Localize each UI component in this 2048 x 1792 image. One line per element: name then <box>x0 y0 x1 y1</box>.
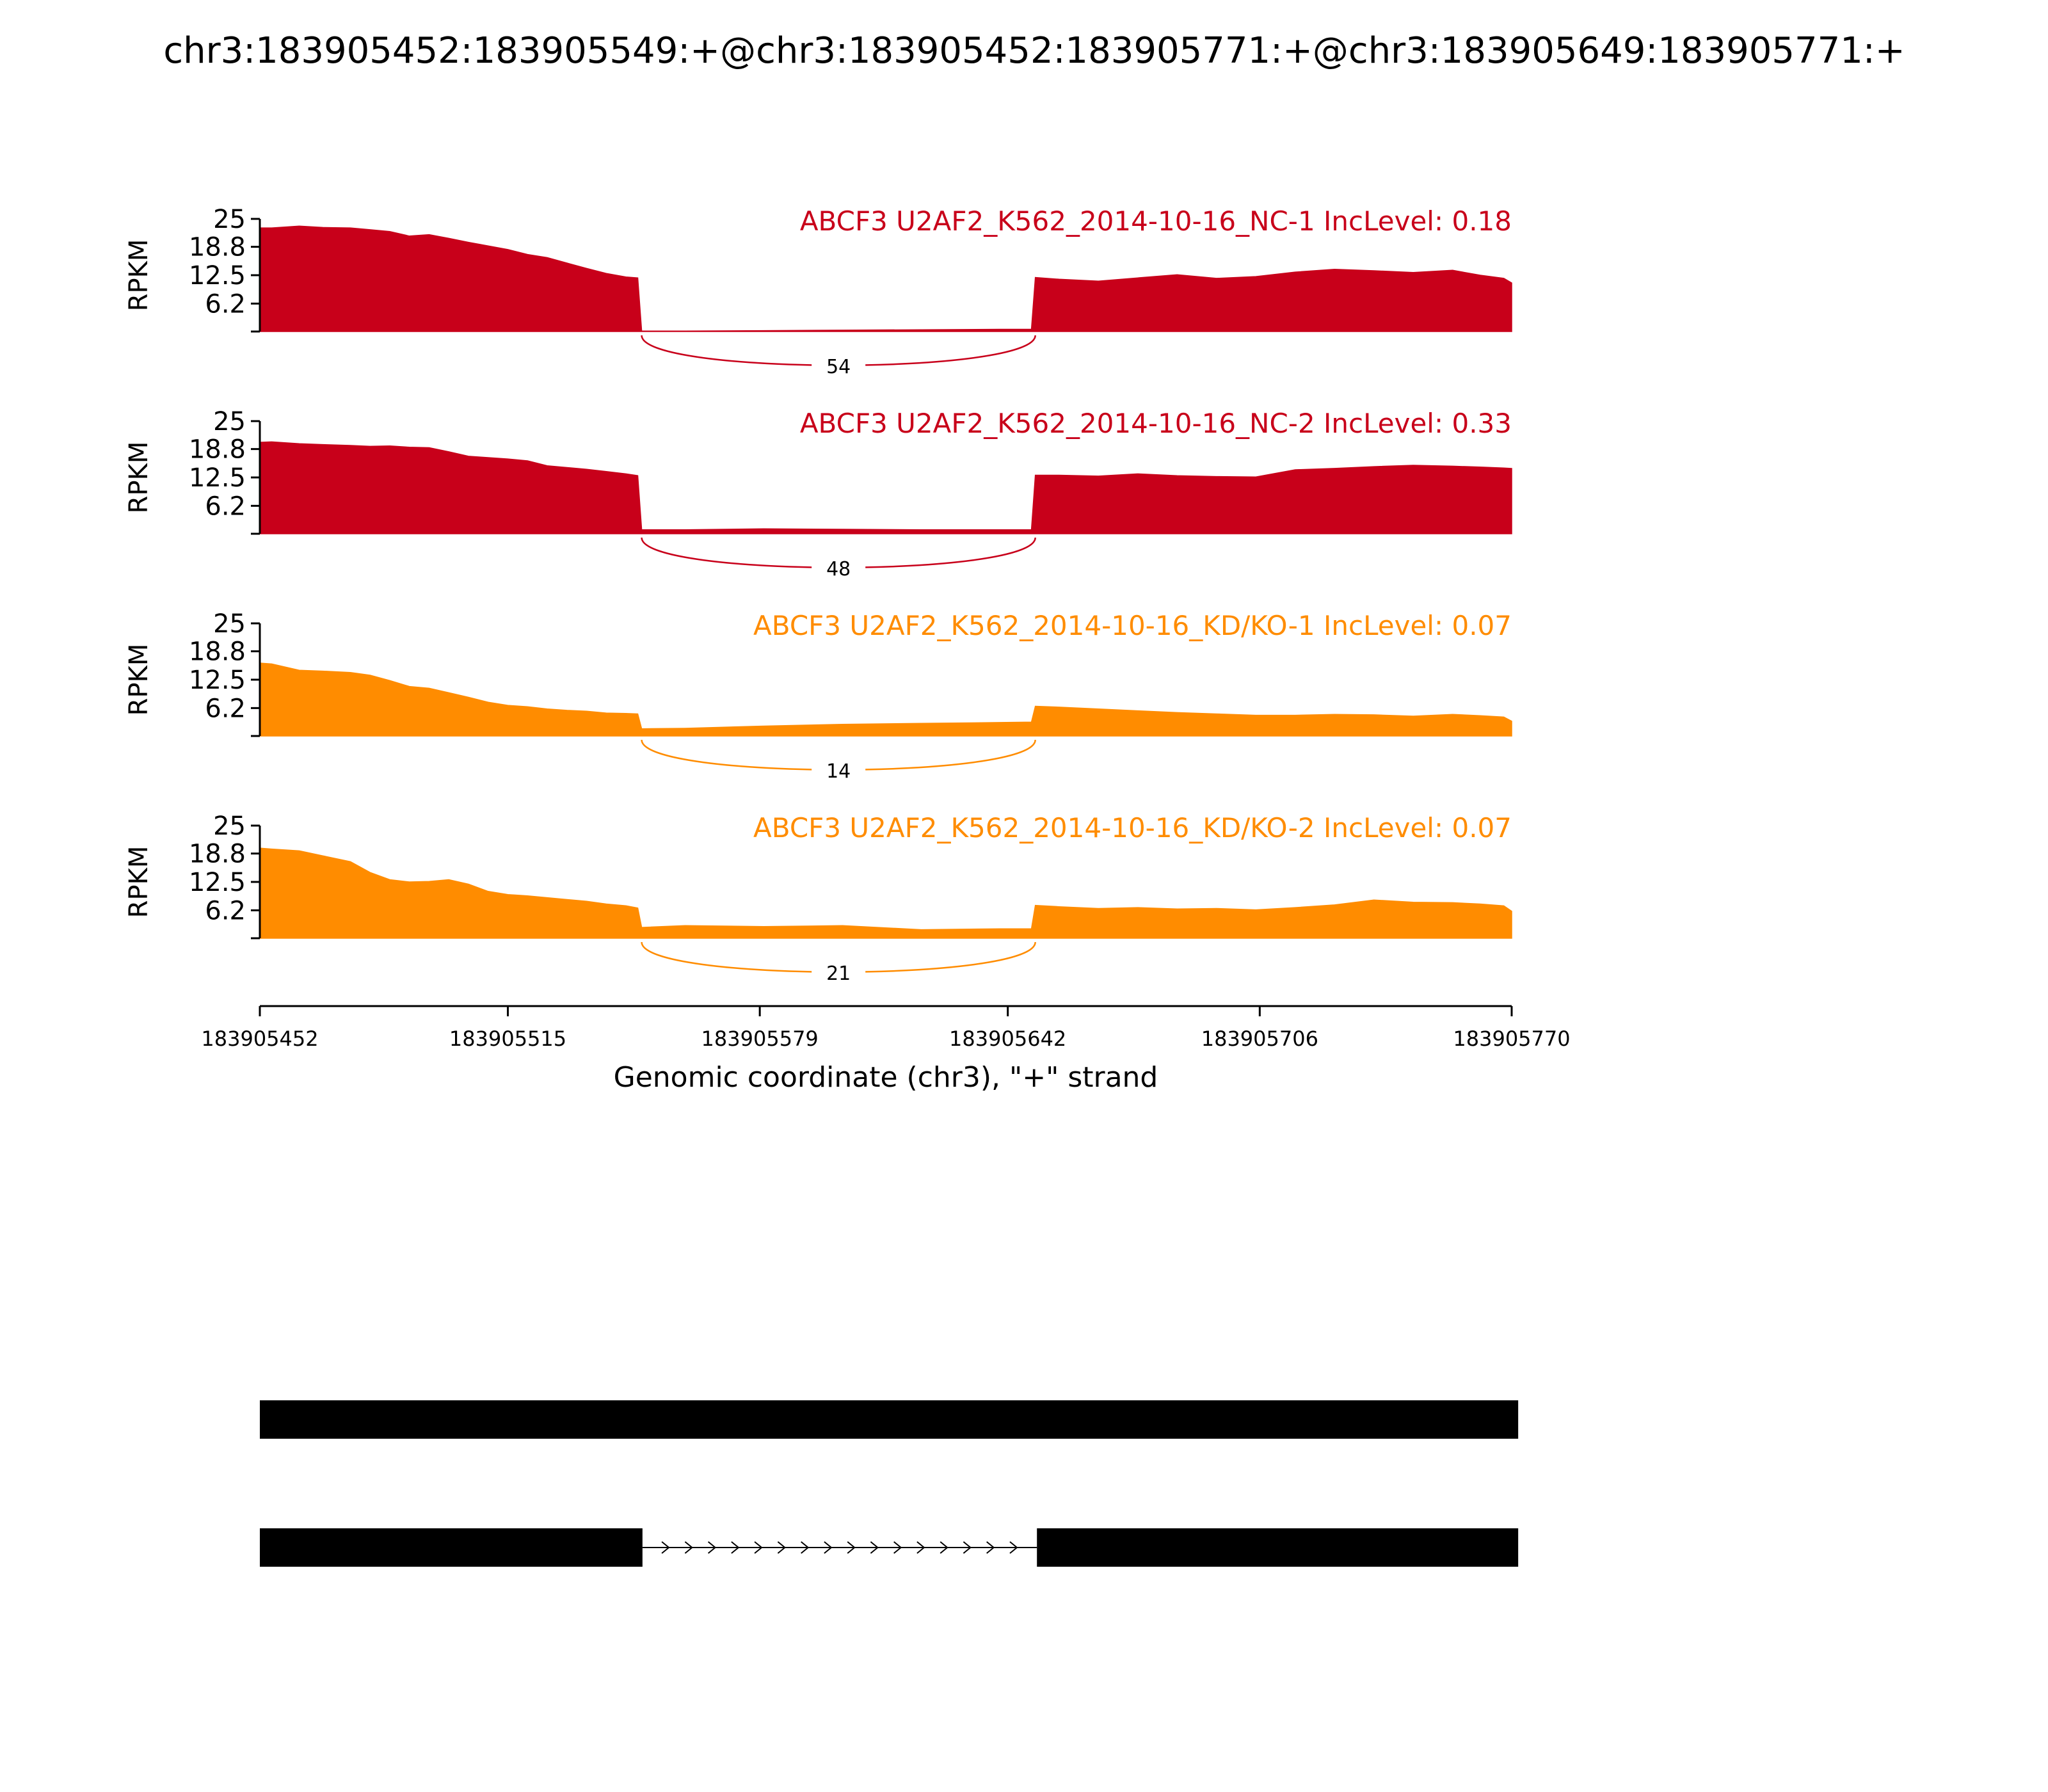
exon-block <box>1037 1528 1519 1567</box>
strand-chevron <box>661 1541 670 1554</box>
y-tick-label: 25 <box>213 407 246 436</box>
strand-chevron <box>754 1541 763 1554</box>
x-axis: 183905452 183905515 183905579 183905642 1839… <box>201 1005 1571 1094</box>
y-tick-label: 12.5 <box>189 463 246 493</box>
y-tick-label: 12.5 <box>189 868 246 897</box>
y-tick-label: 12.5 <box>189 666 246 695</box>
y-tick-label: 25 <box>213 609 246 639</box>
isoform-2 <box>260 1528 1519 1567</box>
junction-count: 21 <box>826 963 851 985</box>
sample-label: ABCF3 U2AF2_K562_2014-10-16_KD/KO-1 IncL… <box>753 610 1512 641</box>
y-tick-label: 18.8 <box>189 637 246 667</box>
y-tick-label: 18.8 <box>189 233 246 262</box>
x-tick-label: 183905706 <box>1201 1027 1318 1051</box>
y-tick-label: 6.2 <box>205 896 246 925</box>
coverage-area <box>259 441 1512 534</box>
x-axis-label: Genomic coordinate (chr3), "+" strand <box>614 1061 1158 1094</box>
junction-count-bg <box>812 959 866 986</box>
x-tick-label: 183905642 <box>949 1027 1066 1051</box>
strand-chevron <box>1009 1541 1018 1554</box>
junction-count-bg <box>812 756 866 783</box>
strand-chevron <box>801 1541 810 1554</box>
junction-count: 14 <box>826 760 851 783</box>
coverage-area <box>259 225 1512 332</box>
y-tick-label: 25 <box>213 205 246 234</box>
y-tick-label: 6.2 <box>205 694 246 723</box>
strand-chevron <box>940 1541 948 1554</box>
figure-title: chr3:183905452:183905549:+@chr3:18390545… <box>163 30 1905 72</box>
junction-count: 48 <box>826 558 851 580</box>
x-tick-label: 183905770 <box>1453 1027 1570 1051</box>
y-tick-label: 12.5 <box>189 261 246 291</box>
y-axis-label: RPKM <box>124 846 154 918</box>
y-tick-label: 6.2 <box>205 289 246 319</box>
exon-block <box>260 1528 643 1567</box>
x-tick-label: 183905515 <box>449 1027 566 1051</box>
y-axis-label: RPKM <box>124 239 154 312</box>
strand-chevron <box>963 1541 972 1554</box>
isoform-1 <box>260 1400 1519 1439</box>
strand-chevron <box>731 1541 740 1554</box>
coverage-area <box>259 847 1512 939</box>
gene-model <box>260 1400 1519 1567</box>
strand-chevron <box>893 1541 902 1554</box>
y-axis-label: RPKM <box>124 442 154 514</box>
x-tick-label: 183905579 <box>701 1027 819 1051</box>
x-tick-label: 183905452 <box>201 1027 318 1051</box>
strand-chevron <box>870 1541 879 1554</box>
y-tick-label: 18.8 <box>189 435 246 465</box>
y-axis-label: RPKM <box>124 644 154 716</box>
strand-chevron <box>777 1541 786 1554</box>
exon-block <box>260 1400 1519 1439</box>
y-tick-label: 18.8 <box>189 840 246 869</box>
strand-chevron <box>986 1541 995 1554</box>
junction-count-bg <box>812 554 866 581</box>
y-tick-label: 25 <box>213 812 246 841</box>
junction-count-bg <box>812 352 866 379</box>
sample-label: ABCF3 U2AF2_K562_2014-10-16_KD/KO-2 IncL… <box>753 812 1512 844</box>
strand-chevron <box>684 1541 693 1554</box>
coverage-area <box>259 662 1512 737</box>
strand-chevron <box>847 1541 856 1554</box>
junction-count: 54 <box>826 356 851 378</box>
strand-chevron <box>916 1541 925 1554</box>
sample-label: ABCF3 U2AF2_K562_2014-10-16_NC-2 IncLeve… <box>800 408 1512 439</box>
strand-chevron <box>824 1541 833 1554</box>
sample-label: ABCF3 U2AF2_K562_2014-10-16_NC-1 IncLeve… <box>800 205 1512 237</box>
y-tick-label: 6.2 <box>205 492 246 521</box>
strand-chevron <box>707 1541 717 1554</box>
